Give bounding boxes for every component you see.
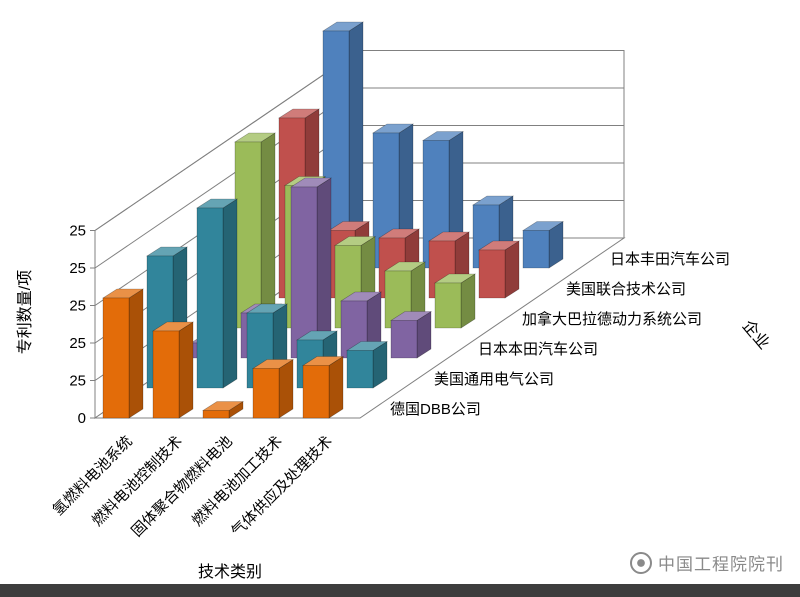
series-label: 日本本田汽车公司 — [478, 341, 598, 358]
y-tick-label: 25 — [69, 260, 86, 277]
bar-front — [522, 230, 550, 269]
bar-side — [222, 198, 238, 389]
bar-front — [234, 141, 262, 329]
bar — [289, 177, 333, 359]
watermark: 中国工程院院刊 — [630, 550, 784, 575]
bar-side — [460, 273, 476, 329]
category-label: 燃料电池控制技术 — [88, 432, 186, 530]
y-tick-label: 25 — [69, 373, 86, 390]
bar — [151, 321, 195, 419]
bar — [233, 132, 277, 329]
bar-front — [202, 410, 230, 419]
bar — [477, 240, 521, 299]
bar — [433, 273, 477, 329]
bar-front — [302, 365, 330, 419]
bar-front — [390, 320, 418, 359]
bar — [251, 358, 295, 419]
y-tick-label: 25 — [69, 223, 86, 240]
bar-front — [152, 330, 180, 419]
bar — [201, 400, 245, 419]
category-label: 燃料电池加工技术 — [188, 432, 286, 530]
bar-side — [260, 132, 276, 329]
y-axis-title: 专利数量/项 — [16, 270, 34, 354]
gridline — [94, 50, 360, 231]
bar-front — [252, 368, 280, 419]
series-label: 加拿大巴拉德动力系统公司 — [522, 310, 702, 328]
watermark-text: 中国工程院院刊 — [658, 555, 784, 574]
series-label: 日本丰田汽车公司 — [610, 251, 730, 268]
series-label: 美国联合技术公司 — [566, 281, 686, 298]
y-tick-label: 25 — [69, 335, 86, 352]
z-axis-title: 企业 — [739, 317, 773, 353]
bar — [195, 198, 239, 389]
bar-side — [178, 321, 194, 419]
series-label: 德国DBB公司 — [390, 400, 481, 418]
bar — [521, 220, 565, 269]
bar-front — [434, 282, 462, 329]
bar-side — [328, 355, 344, 419]
cae-logo-icon — [630, 551, 652, 574]
footer-bar — [0, 584, 800, 597]
x-axis-title: 技术类别 — [198, 563, 262, 581]
bar-front — [478, 249, 506, 299]
y-tick-label: 0 — [78, 410, 86, 427]
bar-side — [128, 288, 144, 419]
bar-side — [504, 240, 520, 299]
bar — [301, 355, 345, 419]
bar-front — [346, 350, 374, 389]
bar-front — [196, 207, 224, 389]
bar-front — [102, 297, 130, 419]
bar — [345, 340, 389, 389]
bar-side — [278, 358, 294, 419]
y-tick-label: 25 — [69, 298, 86, 315]
series-label: 美国通用电气公司 — [434, 371, 554, 388]
bar — [389, 310, 433, 359]
bar — [101, 288, 145, 419]
